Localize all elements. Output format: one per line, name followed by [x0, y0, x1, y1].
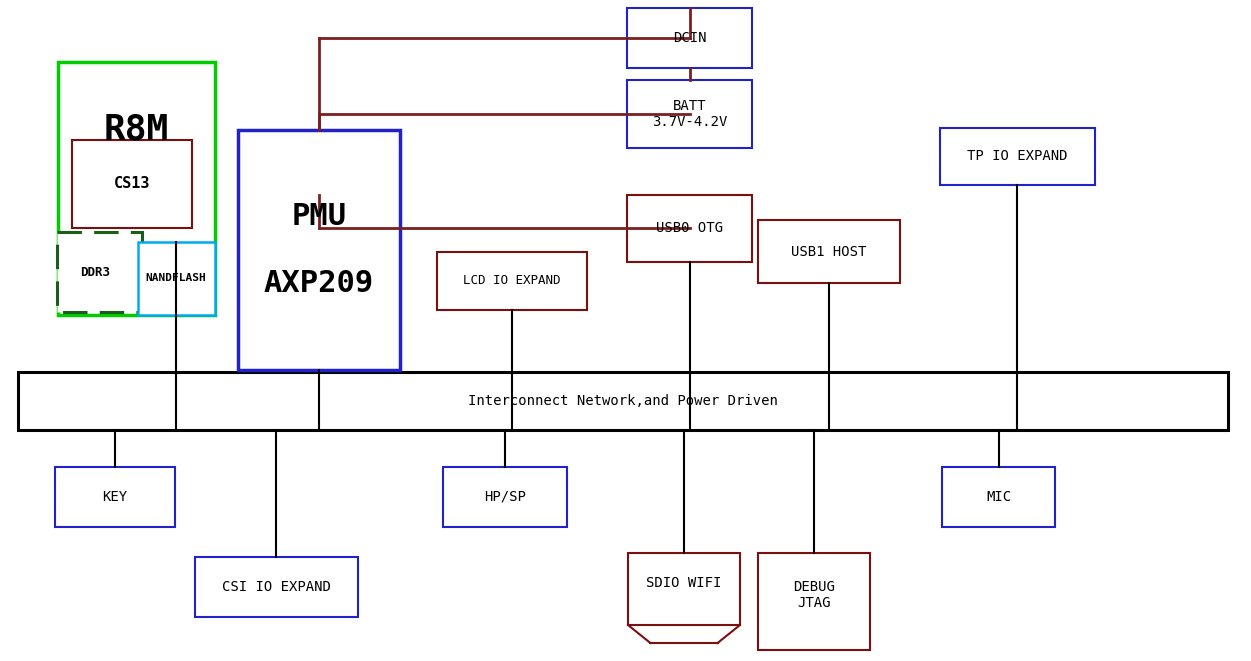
- Bar: [627, 80, 752, 148]
- Text: BATT
3.7V-4.2V: BATT 3.7V-4.2V: [652, 99, 728, 129]
- Text: CSI IO EXPAND: CSI IO EXPAND: [221, 580, 330, 594]
- Bar: [58, 232, 143, 312]
- Bar: [18, 372, 1228, 430]
- Text: Interconnect Network,and Power Driven: Interconnect Network,and Power Driven: [468, 394, 778, 408]
- Bar: [58, 62, 215, 315]
- Bar: [758, 553, 869, 650]
- Bar: [942, 467, 1055, 527]
- Text: USB0 OTG: USB0 OTG: [657, 221, 723, 235]
- Bar: [940, 128, 1095, 185]
- Text: DEBUG
JTAG: DEBUG JTAG: [793, 580, 834, 610]
- Bar: [138, 242, 215, 315]
- Text: MIC: MIC: [987, 490, 1012, 504]
- Text: KEY: KEY: [103, 490, 128, 504]
- Bar: [627, 8, 752, 68]
- Bar: [55, 467, 175, 527]
- Bar: [73, 140, 191, 228]
- Bar: [443, 467, 567, 527]
- Bar: [195, 557, 358, 617]
- Text: DDR3: DDR3: [80, 266, 110, 278]
- Bar: [437, 252, 587, 310]
- Text: SDIO WIFI: SDIO WIFI: [647, 576, 722, 590]
- Text: PMU

AXP209: PMU AXP209: [264, 202, 374, 298]
- Text: HP/SP: HP/SP: [484, 490, 525, 504]
- Bar: [627, 195, 752, 262]
- Text: DCIN: DCIN: [673, 31, 707, 45]
- Text: NANDFLASH: NANDFLASH: [145, 273, 206, 283]
- Bar: [758, 220, 899, 283]
- Text: USB1 HOST: USB1 HOST: [792, 245, 867, 259]
- Text: CS13: CS13: [114, 176, 150, 192]
- Text: R8M: R8M: [104, 113, 169, 147]
- Text: TP IO EXPAND: TP IO EXPAND: [967, 149, 1067, 163]
- Text: LCD IO EXPAND: LCD IO EXPAND: [463, 274, 560, 288]
- Bar: [628, 553, 741, 625]
- Bar: [238, 130, 400, 370]
